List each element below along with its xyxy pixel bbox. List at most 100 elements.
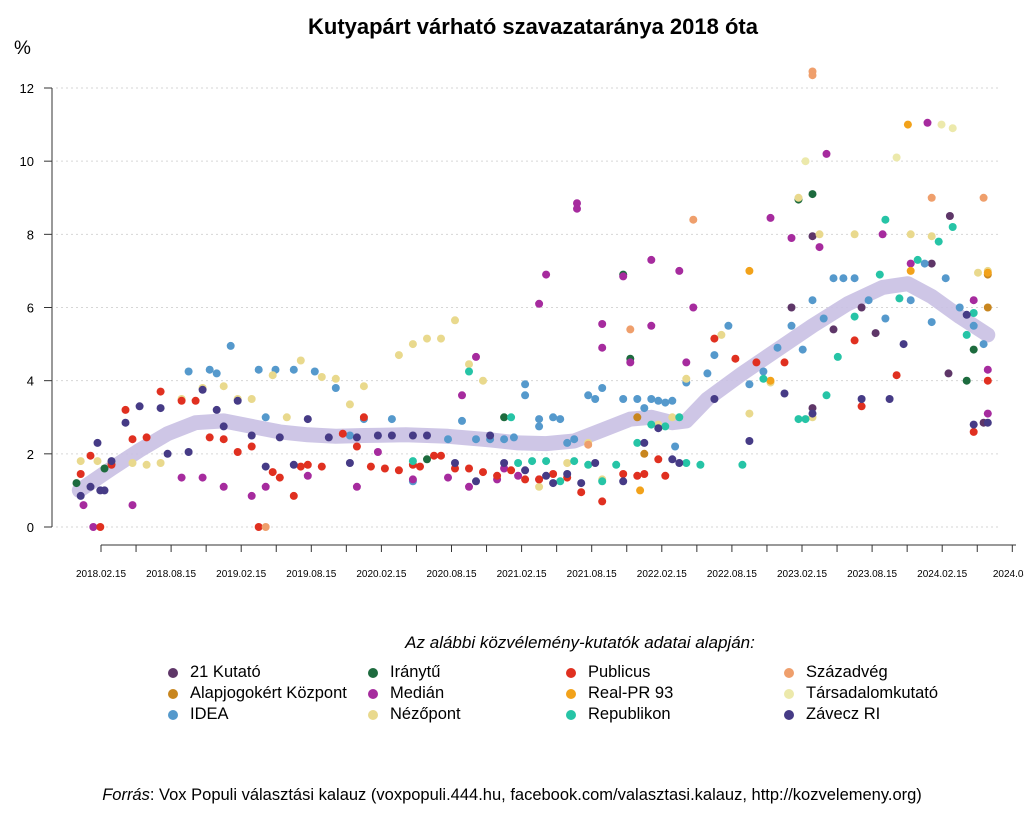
- y-tick-label: 4: [27, 374, 34, 389]
- legend-marker: [566, 709, 576, 720]
- data-point: [671, 442, 680, 451]
- data-point: [247, 442, 256, 451]
- data-point: [472, 435, 480, 444]
- data-point: [598, 497, 607, 506]
- data-point: [745, 409, 754, 418]
- data-point: [521, 475, 530, 484]
- data-point: [962, 376, 971, 385]
- data-point: [577, 488, 586, 497]
- data-point: [408, 340, 417, 349]
- data-point: [822, 391, 831, 400]
- data-point: [458, 416, 466, 425]
- data-point: [661, 422, 670, 431]
- x-tick-label: 2024.08.: [993, 569, 1024, 580]
- data-point: [282, 413, 291, 422]
- data-point: [100, 486, 109, 495]
- data-point: [710, 395, 719, 403]
- data-point: [710, 334, 719, 343]
- data-point: [570, 457, 579, 466]
- data-point: [682, 459, 691, 467]
- legend-label: Társadalomkutató: [806, 684, 939, 702]
- data-point: [219, 435, 228, 444]
- data-point: [352, 482, 361, 491]
- data-point: [598, 343, 607, 352]
- data-point: [198, 385, 207, 394]
- data-point: [331, 374, 340, 383]
- data-point: [486, 431, 495, 440]
- data-point: [135, 402, 144, 411]
- data-point: [591, 459, 600, 467]
- data-point: [128, 501, 137, 510]
- data-point: [944, 369, 953, 378]
- data-point: [437, 451, 445, 460]
- data-point: [89, 523, 98, 531]
- data-point: [493, 471, 502, 480]
- data-point: [573, 199, 581, 208]
- data-point: [184, 448, 193, 456]
- data-point: [881, 215, 890, 224]
- data-point: [654, 396, 663, 405]
- data-point: [833, 352, 842, 361]
- data-point: [465, 360, 473, 369]
- legend-item: Társadalomkutató: [784, 683, 938, 704]
- source-label: Forrás: [102, 786, 150, 804]
- legend-marker: [368, 667, 378, 678]
- data-point: [535, 482, 544, 491]
- x-tick-label: 2019.02.15: [216, 569, 266, 580]
- data-point: [941, 274, 950, 283]
- data-point: [247, 491, 256, 500]
- data-point: [352, 433, 361, 442]
- data-point: [549, 470, 558, 478]
- data-point: [556, 477, 565, 486]
- legend-item: IDEA: [168, 704, 347, 725]
- data-point: [275, 473, 284, 482]
- legend-label: Publicus: [588, 663, 651, 681]
- data-point: [233, 448, 242, 456]
- data-point: [542, 457, 551, 466]
- data-point: [107, 457, 116, 466]
- data-point: [920, 259, 929, 268]
- data-point: [465, 482, 473, 491]
- data-point: [156, 387, 165, 396]
- data-point: [275, 433, 284, 442]
- y-tick-label: 8: [27, 227, 34, 242]
- data-point: [584, 440, 593, 449]
- data-point: [899, 340, 908, 349]
- data-point: [626, 325, 635, 334]
- data-point: [177, 396, 186, 405]
- x-tick-label: 2018.08.15: [146, 569, 196, 580]
- data-point: [76, 470, 85, 478]
- data-point: [689, 215, 698, 224]
- data-point: [927, 232, 936, 241]
- data-point: [205, 365, 214, 374]
- data-point: [979, 340, 988, 349]
- data-point: [798, 345, 807, 354]
- series-z-vecz-ri: [76, 310, 992, 500]
- data-point: [955, 303, 964, 312]
- data-point: [752, 358, 761, 367]
- data-point: [738, 460, 747, 469]
- y-axis: 0 2 4 6 8 10 12: [20, 81, 53, 535]
- data-point: [563, 470, 572, 478]
- data-point: [289, 460, 298, 469]
- data-point: [675, 413, 684, 422]
- trend-line-group: [71, 276, 996, 498]
- series-t-rsadalomkutat-: [801, 120, 957, 166]
- data-point: [142, 460, 151, 469]
- series-publicus: [76, 334, 992, 531]
- legend-column: 21 Kutató Alapjogokért Központ IDEA: [168, 662, 347, 725]
- data-point: [573, 204, 581, 213]
- data-point: [696, 460, 705, 469]
- data-point: [345, 431, 354, 440]
- legend-label: Medián: [390, 684, 445, 702]
- data-point: [745, 380, 754, 389]
- data-point: [675, 459, 684, 467]
- data-point: [577, 479, 586, 488]
- data-point: [850, 312, 859, 321]
- data-point: [598, 320, 607, 328]
- data-point: [647, 395, 656, 403]
- data-point: [465, 367, 473, 376]
- data-point: [451, 316, 459, 325]
- data-point: [338, 429, 347, 438]
- legend-title: Az alábbi közvélemény-kutatók adatai ala…: [405, 633, 755, 652]
